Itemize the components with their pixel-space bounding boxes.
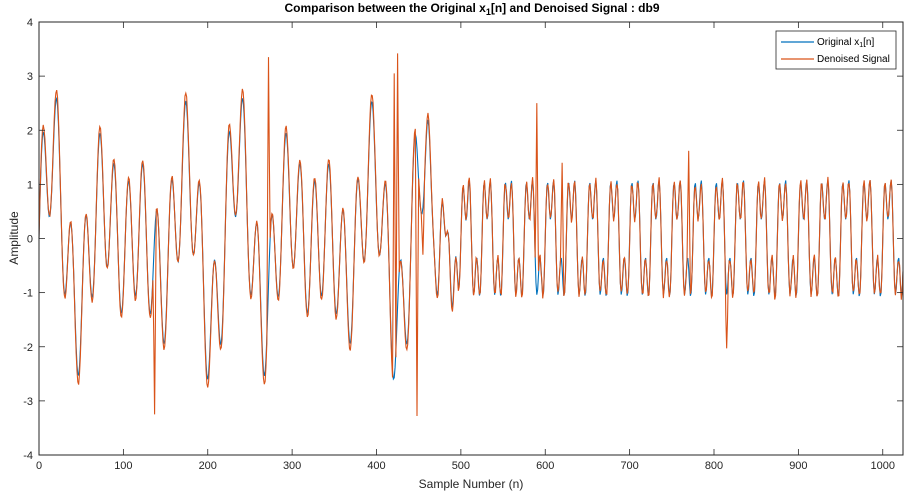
x-tick-label: 800 <box>705 460 723 472</box>
y-axis-ticks: -4 -3 -2 -1 0 1 2 3 4 <box>23 17 903 462</box>
x-tick-label: 900 <box>789 460 807 472</box>
x-axis-label: Sample Number (n) <box>419 477 524 491</box>
x-axis-ticks: 0 100 200 300 400 500 600 700 800 900 1000 <box>36 22 895 472</box>
x-tick-label: 500 <box>452 460 470 472</box>
x-tick-label: 200 <box>199 460 217 472</box>
y-tick-label: 1 <box>27 179 33 191</box>
chart-title-rest: [n] and Denoised Signal : db9 <box>491 1 660 15</box>
legend-box <box>775 30 897 70</box>
y-tick-label: 4 <box>27 17 33 29</box>
legend-label-original: Original x1[n] <box>817 37 874 49</box>
y-tick-label: 2 <box>27 125 33 137</box>
x-tick-label: 1000 <box>871 460 895 472</box>
x-tick-label: 300 <box>283 460 301 472</box>
x-tick-label: 700 <box>620 460 638 472</box>
y-tick-label: -1 <box>23 288 33 300</box>
x-tick-label: 600 <box>536 460 554 472</box>
series-lines <box>38 53 904 417</box>
chart-title-main: Comparison between the Original x <box>284 1 486 15</box>
y-tick-label: 0 <box>27 234 33 246</box>
chart-title-subscript: 1 <box>486 7 491 17</box>
legend-original-main: Original x <box>817 37 859 48</box>
x-tick-label: 400 <box>367 460 385 472</box>
x-tick-label: 100 <box>114 460 132 472</box>
legend-original-subscript: 1 <box>859 42 863 49</box>
legend-original-rest: [n] <box>863 37 874 48</box>
y-tick-label: -4 <box>23 450 33 462</box>
legend-label-denoised: Denoised Signal <box>817 54 890 65</box>
y-tick-label: -2 <box>23 342 33 354</box>
legend: Original x1[n] Denoised Signal <box>775 30 897 70</box>
y-tick-label: 3 <box>27 71 33 83</box>
chart-title: Comparison between the Original x1[n] an… <box>284 1 659 17</box>
x-tick-label: 0 <box>36 460 42 472</box>
series-line-denoised <box>38 53 904 417</box>
y-tick-label: -3 <box>23 396 33 408</box>
y-axis-label: Amplitude <box>7 211 21 265</box>
